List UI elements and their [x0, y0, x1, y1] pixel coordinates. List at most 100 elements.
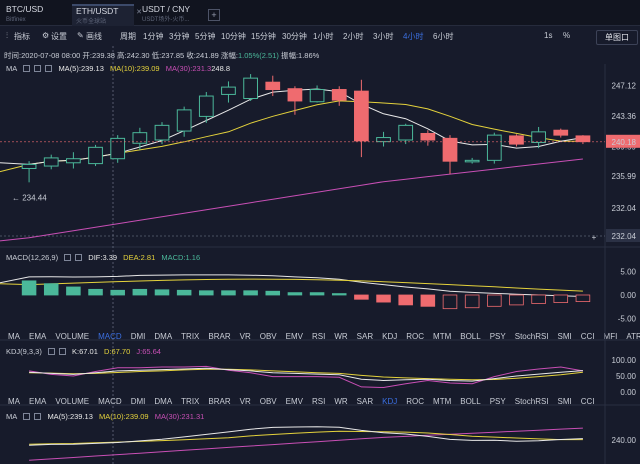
- menu2-item-rsi[interactable]: RSI: [312, 397, 326, 406]
- menu1-item-obv[interactable]: OBV: [259, 332, 277, 341]
- menu1-item-mfi[interactable]: MFI: [603, 332, 618, 341]
- period-1h[interactable]: 1小时: [313, 32, 334, 41]
- period-10m[interactable]: 10分钟: [221, 32, 246, 41]
- menu2-item-stochrsi[interactable]: StochRSI: [514, 397, 549, 406]
- indicator-button[interactable]: 指标: [14, 32, 30, 41]
- menu2-item-emv[interactable]: EMV: [285, 397, 303, 406]
- menu2-item-mtm[interactable]: MTM: [433, 397, 452, 406]
- menu1-item-sar[interactable]: SAR: [356, 332, 374, 341]
- menu2-item-psy[interactable]: PSY: [489, 397, 506, 406]
- period-4h[interactable]: 4小时: [403, 32, 424, 41]
- draw-button[interactable]: 画线: [86, 32, 102, 41]
- price-axis-label: 232.04: [612, 204, 637, 213]
- menu2-item-macd[interactable]: MACD: [98, 397, 122, 406]
- ma2-ma10-value: MA(10):239.09: [98, 412, 149, 421]
- menu1-item-emv[interactable]: EMV: [285, 332, 303, 341]
- menu1-item-roc[interactable]: ROC: [406, 332, 425, 341]
- menu2-item-ma[interactable]: MA: [8, 397, 20, 406]
- period-2h[interactable]: 2小时: [343, 32, 364, 41]
- menu2-item-sar[interactable]: SAR: [356, 397, 374, 406]
- indicator-menu-1: MA EMA VOLUME MACD DMI DMA TRIX BRAR VR OBV EMV RSI…: [8, 332, 640, 341]
- gear-icon[interactable]: ⚙: [42, 31, 50, 40]
- indicator-menu-2: MA EMA VOLUME MACD DMI DMA TRIX BRAR VR OBV EMV RSI…: [8, 397, 604, 406]
- menu1-item-ema[interactable]: EMA: [29, 332, 47, 341]
- tab-usdt-cny[interactable]: USDT / CNY USDT场外-火币...: [142, 4, 204, 26]
- close-icon[interactable]: [58, 348, 66, 355]
- menu1-item-smi[interactable]: SMI: [557, 332, 572, 341]
- close-icon[interactable]: [34, 413, 42, 420]
- menu1-item-trix[interactable]: TRIX: [181, 332, 200, 341]
- pencil-icon[interactable]: ✎: [77, 31, 84, 40]
- settings-icon[interactable]: [23, 413, 31, 420]
- menu2-item-boll[interactable]: BOLL: [460, 397, 481, 406]
- candle-body: [243, 77, 258, 99]
- menu1-item-kdj[interactable]: KDJ: [382, 332, 398, 341]
- tab-eth-usdt[interactable]: ETH/USDT 火币全球站 ✕: [72, 4, 142, 26]
- menu2-item-dmi[interactable]: DMI: [130, 397, 146, 406]
- menu1-item-stochrsi[interactable]: StochRSI: [514, 332, 549, 341]
- candle-body: [221, 86, 236, 95]
- period-15m[interactable]: 15分钟: [251, 32, 276, 41]
- kdj-k-line: [29, 367, 583, 382]
- menu2-item-kdj[interactable]: KDJ: [382, 397, 398, 406]
- menu1-item-ma[interactable]: MA: [8, 332, 20, 341]
- menu2-item-obv[interactable]: OBV: [259, 397, 277, 406]
- menu1-item-psy[interactable]: PSY: [489, 332, 506, 341]
- indicator-icon[interactable]: ⫶: [6, 31, 8, 40]
- menu1-item-dmi[interactable]: DMI: [130, 332, 146, 341]
- menu1-item-dma[interactable]: DMA: [154, 332, 173, 341]
- settings-icon[interactable]: [34, 65, 42, 72]
- menu2-item-roc[interactable]: ROC: [406, 397, 425, 406]
- macd-bar: [221, 290, 236, 296]
- layout-dropdown[interactable]: 单图口: [596, 30, 638, 45]
- period-6h[interactable]: 6小时: [433, 32, 454, 41]
- macd-bar: [287, 292, 303, 296]
- close-icon[interactable]: [45, 65, 53, 72]
- price-axis-label: 247.12: [612, 81, 637, 90]
- add-tab-button[interactable]: +: [208, 9, 220, 21]
- menu2-item-wr[interactable]: WR: [334, 397, 348, 406]
- menu1-item-mtm[interactable]: MTM: [433, 332, 452, 341]
- macd-bar: [464, 294, 480, 309]
- visibility-icon[interactable]: [23, 65, 31, 72]
- menu1-item-rsi[interactable]: RSI: [312, 332, 326, 341]
- period-5m[interactable]: 5分钟: [195, 32, 216, 41]
- menu2-item-brar[interactable]: BRAR: [208, 397, 231, 406]
- settings-button[interactable]: 设置: [51, 32, 67, 41]
- macd-bar: [43, 283, 59, 296]
- menu1-item-volume[interactable]: VOLUME: [55, 332, 90, 341]
- macd-bar: [331, 293, 347, 296]
- close-icon[interactable]: [75, 254, 83, 261]
- macd-bar: [553, 294, 569, 303]
- period-1m[interactable]: 1分钟: [143, 32, 164, 41]
- menu1-item-vr[interactable]: VR: [239, 332, 251, 341]
- ma2-ma30-value: MA(30):231.31: [154, 412, 205, 421]
- settings-icon[interactable]: [64, 254, 72, 261]
- tab-sublabel: Bitfinex: [6, 17, 26, 23]
- menu2-item-trix[interactable]: TRIX: [181, 397, 200, 406]
- tab-btc-usd[interactable]: BTC/USD Bitfinex: [6, 4, 66, 26]
- main-legend-name: MA: [6, 64, 18, 73]
- percent-toggle[interactable]: %: [563, 31, 571, 40]
- ma2-axis-label: 240.00: [612, 436, 637, 445]
- kdj-axis-label: 0.00: [620, 388, 636, 397]
- menu2-item-smi[interactable]: SMI: [557, 397, 572, 406]
- menu1-item-atr[interactable]: ATR: [626, 332, 640, 341]
- settings-icon[interactable]: [47, 348, 55, 355]
- menu2-item-vr[interactable]: VR: [239, 397, 251, 406]
- menu2-item-dma[interactable]: DMA: [154, 397, 173, 406]
- close-icon[interactable]: ✕: [136, 9, 142, 16]
- menu1-item-macd[interactable]: MACD: [98, 332, 122, 341]
- menu2-item-volume[interactable]: VOLUME: [55, 397, 90, 406]
- menu1-item-boll[interactable]: BOLL: [460, 332, 481, 341]
- period-3h[interactable]: 3小时: [373, 32, 394, 41]
- menu1-item-wr[interactable]: WR: [334, 332, 348, 341]
- menu1-item-cci[interactable]: CCI: [580, 332, 595, 341]
- period-3m[interactable]: 3分钟: [169, 32, 190, 41]
- period-30m[interactable]: 30分钟: [282, 32, 307, 41]
- menu2-item-ema[interactable]: EMA: [29, 397, 47, 406]
- refresh-interval[interactable]: 1s: [544, 31, 553, 40]
- menu2-item-cci[interactable]: CCI: [580, 397, 595, 406]
- menu1-item-brar[interactable]: BRAR: [208, 332, 231, 341]
